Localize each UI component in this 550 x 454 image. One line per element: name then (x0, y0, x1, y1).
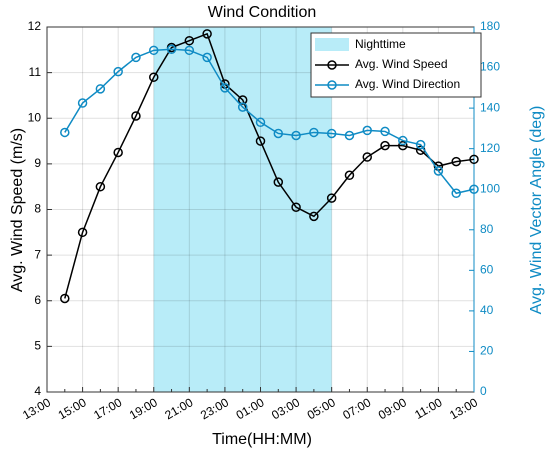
y2-tick-label: 0 (480, 384, 487, 398)
y-tick-label: 4 (34, 384, 41, 398)
legend-marker (327, 80, 337, 90)
marker (113, 147, 123, 158)
marker (451, 156, 461, 167)
chart-title: Wind Condition (208, 4, 317, 21)
legend-label: Avg. Wind Direction (355, 77, 460, 91)
marker (77, 227, 88, 238)
x-axis-label: Time(HH:MM) (212, 431, 312, 448)
marker (184, 45, 195, 56)
x-tick-label: 01:00 (234, 395, 267, 422)
y-tick-label: 12 (28, 19, 42, 33)
marker (309, 127, 319, 138)
legend-marker (327, 60, 337, 70)
marker (131, 52, 141, 63)
marker (237, 102, 248, 112)
x-tick-label: 13:00 (447, 395, 480, 422)
marker (362, 125, 372, 136)
y2-tick-label: 160 (480, 60, 500, 74)
marker (469, 154, 479, 165)
marker (326, 193, 337, 203)
marker (380, 126, 390, 137)
marker (166, 44, 177, 55)
y-tick-label: 5 (34, 339, 41, 353)
marker (398, 140, 408, 151)
legend-swatch (315, 38, 349, 51)
x-tick-label: 05:00 (305, 395, 338, 422)
y-tick-label: 7 (34, 247, 41, 261)
marker (415, 139, 426, 150)
y2-axis-label: Avg. Wind Vector Angle (deg) (528, 106, 545, 315)
x-tick-label: 23:00 (198, 395, 231, 422)
x-tick-label: 07:00 (340, 395, 373, 422)
marker (309, 211, 319, 222)
marker (113, 66, 123, 77)
legend-label: Nighttime (355, 37, 406, 51)
y2-tick-label: 180 (480, 19, 500, 33)
marker (380, 140, 390, 151)
y-tick-label: 10 (28, 110, 42, 124)
y2-tick-label: 20 (480, 344, 494, 358)
y-tick-label: 11 (29, 65, 42, 79)
y2-tick-label: 100 (480, 181, 500, 195)
y-tick-label: 8 (34, 202, 41, 216)
x-tick-label: 09:00 (376, 395, 409, 422)
y-tick-label: 9 (34, 156, 41, 170)
marker (95, 84, 106, 94)
y2-tick-label: 140 (480, 100, 500, 114)
marker (184, 35, 195, 46)
legend-label: Avg. Wind Speed (355, 57, 448, 71)
y-tick-label: 6 (34, 293, 41, 307)
y2-tick-label: 120 (480, 141, 500, 155)
marker (95, 181, 106, 192)
x-tick-label: 13:00 (20, 395, 53, 422)
x-tick-label: 17:00 (91, 395, 124, 422)
marker (202, 29, 212, 39)
marker (326, 128, 337, 139)
marker (291, 202, 301, 212)
marker (60, 127, 70, 138)
marker (237, 95, 248, 105)
marker (220, 83, 230, 93)
x-tick-label: 21:00 (162, 395, 195, 422)
y-axis-label: Avg. Wind Speed (m/s) (9, 128, 26, 292)
y2-tick-label: 60 (480, 263, 494, 277)
marker (362, 152, 372, 162)
marker (202, 52, 212, 63)
marker (469, 184, 479, 194)
marker (451, 188, 461, 199)
line (64, 32, 475, 299)
marker (291, 130, 301, 141)
marker (433, 166, 444, 176)
x-tick-label: 11:00 (412, 395, 445, 422)
marker (77, 98, 88, 108)
marker (131, 111, 141, 121)
marker (60, 293, 70, 304)
marker (273, 128, 284, 139)
x-tick-label: 19:00 (127, 395, 160, 422)
y2-tick-label: 80 (480, 222, 494, 236)
x-tick-label: 03:00 (269, 395, 302, 422)
y2-tick-label: 40 (480, 303, 494, 317)
x-tick-label: 15:00 (56, 395, 89, 422)
marker (344, 130, 355, 141)
marker (255, 117, 266, 128)
marker (398, 135, 408, 146)
marker (149, 45, 159, 56)
marker (344, 170, 355, 181)
marker (149, 72, 159, 82)
marker (273, 177, 284, 187)
marker (255, 136, 266, 146)
